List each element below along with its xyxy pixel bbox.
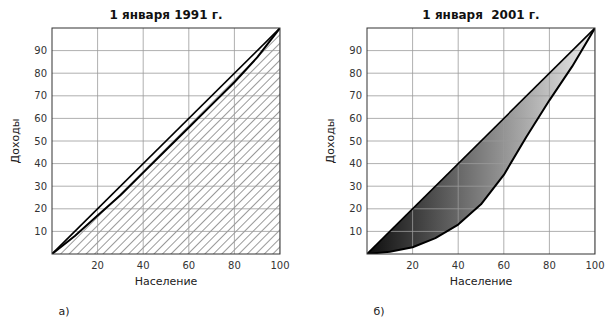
panel-label: б) — [373, 305, 384, 318]
y-tick-label: 70 — [349, 90, 362, 101]
y-axis-label: Доходы — [324, 119, 337, 164]
y-tick-label: 10 — [349, 226, 362, 237]
grid-line-y — [52, 163, 280, 164]
equality-line — [52, 28, 280, 254]
y-tick-label: 70 — [34, 90, 47, 101]
y-axis-label: Доходы — [9, 119, 22, 164]
grid-line-y — [367, 231, 595, 232]
y-tick-label: 10 — [34, 226, 47, 237]
x-tick-label: 40 — [452, 260, 465, 271]
y-tick-label: 20 — [349, 203, 362, 214]
y-tick-label: 80 — [34, 68, 47, 79]
y-tick-label: 40 — [349, 158, 362, 169]
x-tick-label: 20 — [91, 260, 104, 271]
grid-line-y — [52, 208, 280, 209]
plot-background — [52, 28, 280, 254]
x-axis-label: Население — [450, 275, 513, 288]
grid-line-y — [52, 231, 280, 232]
grid-line-y — [52, 186, 280, 187]
grid-line-y — [367, 208, 595, 209]
x-tick-label: 60 — [182, 260, 195, 271]
y-tick-label: 90 — [349, 45, 362, 56]
lorenz-curve — [52, 28, 280, 254]
grid-line-y — [367, 95, 595, 96]
lorenz-curve — [367, 28, 595, 254]
grid-line-y — [367, 186, 595, 187]
y-tick-label: 30 — [34, 181, 47, 192]
y-tick-label: 80 — [349, 68, 362, 79]
x-axis-label: Население — [135, 275, 198, 288]
panel-label: а) — [58, 305, 69, 318]
y-tick-label: 30 — [349, 181, 362, 192]
grid-line-y — [367, 163, 595, 164]
panel: 20 40 60 80 100 10 20 30 40 50 60 70 80 90 1 января 19… — [9, 8, 290, 318]
title: 1 января 1991 г. — [109, 8, 222, 22]
plot-frame — [367, 28, 595, 254]
grid-line-y — [52, 73, 280, 74]
plot-background — [367, 28, 595, 254]
figure: 20 40 60 80 100 10 20 30 40 50 60 70 80 90 1 января 19… — [0, 0, 612, 321]
x-tick-label: 20 — [406, 260, 419, 271]
grid-line-y — [367, 118, 595, 119]
y-tick-label: 20 — [34, 203, 47, 214]
plot-area — [367, 28, 595, 254]
grid-line-y — [52, 118, 280, 119]
hatch-area — [52, 28, 280, 254]
grid-line-y — [52, 50, 280, 51]
grid-line-y — [52, 95, 280, 96]
title: 1 января 2001 г. — [422, 8, 539, 22]
x-tick-label: 80 — [228, 260, 241, 271]
plot-area — [52, 28, 280, 254]
plot-frame — [52, 28, 280, 254]
y-tick-label: 40 — [34, 158, 47, 169]
y-tick-label: 50 — [349, 136, 362, 147]
x-tick-label: 80 — [543, 260, 556, 271]
y-tick-label: 50 — [34, 136, 47, 147]
gap-area — [367, 28, 595, 254]
x-tick-label: 100 — [270, 260, 289, 271]
y-tick-label: 90 — [34, 45, 47, 56]
y-tick-label: 60 — [349, 113, 362, 124]
panel: 20 40 60 80 100 10 20 30 40 50 60 70 80 90 1 января 20… — [324, 8, 605, 318]
equality-line — [367, 28, 595, 254]
grid-line-y — [367, 50, 595, 51]
x-tick-label: 40 — [137, 260, 150, 271]
y-tick-label: 60 — [34, 113, 47, 124]
x-tick-label: 60 — [497, 260, 510, 271]
x-tick-label: 100 — [585, 260, 604, 271]
grid-line-y — [367, 73, 595, 74]
